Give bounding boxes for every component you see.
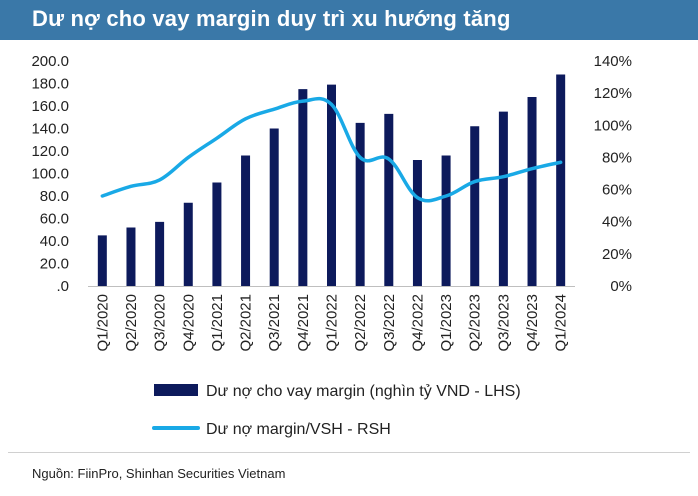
bar: [97, 235, 107, 286]
y-left-tick-label: 180.0: [31, 76, 69, 93]
legend-bar-label: Dư nợ cho vay margin (nghìn tỷ VND - LHS…: [206, 383, 521, 400]
bar: [269, 128, 279, 286]
x-tick-label: Q1/2022: [324, 294, 341, 352]
y-left-tick-label: 140.0: [31, 121, 69, 138]
bar: [527, 97, 537, 286]
x-tick-label: Q2/2021: [238, 294, 255, 352]
y-right-tick-label: 20%: [602, 246, 632, 263]
x-tick-label: Q2/2023: [467, 294, 484, 352]
y-left-tick-label: 80.0: [40, 188, 69, 205]
x-tick-label: Q4/2023: [524, 294, 541, 352]
bar: [183, 202, 193, 286]
y-left-tick-label: 60.0: [40, 211, 69, 228]
bar: [556, 74, 566, 286]
bar: [327, 84, 336, 286]
y-left-tick-label: 200.0: [31, 53, 69, 70]
x-tick-label: Q1/2020: [94, 294, 111, 352]
y-right-tick-label: 80%: [602, 149, 632, 166]
x-tick-label: Q4/2020: [180, 294, 197, 352]
bar: [155, 221, 165, 286]
x-tick-label: Q2/2020: [123, 294, 140, 352]
y-right-tick-label: 0%: [610, 278, 632, 295]
y-left-tick-label: 100.0: [31, 166, 69, 183]
bar: [470, 126, 480, 286]
y-right-tick-label: 120%: [594, 85, 632, 102]
bar: [355, 122, 365, 286]
y-left-tick-label: 160.0: [31, 98, 69, 115]
bar: [298, 89, 308, 286]
bar: [241, 155, 251, 286]
x-tick-label: Q1/2023: [438, 294, 455, 352]
y-right-tick-label: 60%: [602, 182, 632, 199]
x-tick-label: Q3/2021: [266, 294, 283, 352]
y-left-tick-label: 120.0: [31, 143, 69, 160]
bar: [412, 160, 422, 286]
bar: [126, 227, 136, 286]
y-left-tick-label: 40.0: [40, 233, 69, 250]
legend-line-label: Dư nợ margin/VSH - RSH: [206, 421, 391, 438]
bar: [384, 113, 394, 286]
chart-area: .0 20.0 40.0 60.0 80.0 100.0 120.0 140.0 160.0 18…: [31, 53, 632, 438]
y-left-tick-label: 20.0: [40, 256, 69, 273]
x-tick-label: Q1/2021: [209, 294, 226, 352]
y-right-tick-label: 40%: [602, 214, 632, 231]
y-right-tick-label: 140%: [594, 53, 632, 70]
x-tick-label: Q3/2020: [152, 294, 169, 352]
chart-title: Dư nợ cho vay margin duy trì xu hướng tă…: [32, 6, 511, 31]
y-left-tick-label: .0: [56, 278, 69, 295]
x-tick-label: Q4/2021: [295, 294, 312, 352]
x-tick-label: Q3/2023: [495, 294, 512, 352]
x-tick-label: Q3/2022: [381, 294, 398, 352]
bar: [212, 182, 222, 286]
y-right-tick-label: 100%: [594, 117, 632, 134]
x-tick-label: Q4/2022: [409, 294, 426, 352]
x-tick-label: Q1/2024: [553, 294, 570, 352]
bar: [441, 155, 451, 286]
series-line: [100, 96, 563, 203]
x-tick-label: Q2/2022: [352, 294, 369, 352]
source-note: Nguồn: FiinPro, Shinhan Securities Vietn…: [32, 466, 286, 481]
divider: [8, 452, 690, 453]
bar: [498, 111, 508, 286]
legend-bar-swatch: [154, 384, 198, 396]
title-bar: Dư nợ cho vay margin duy trì xu hướng tă…: [0, 0, 698, 40]
